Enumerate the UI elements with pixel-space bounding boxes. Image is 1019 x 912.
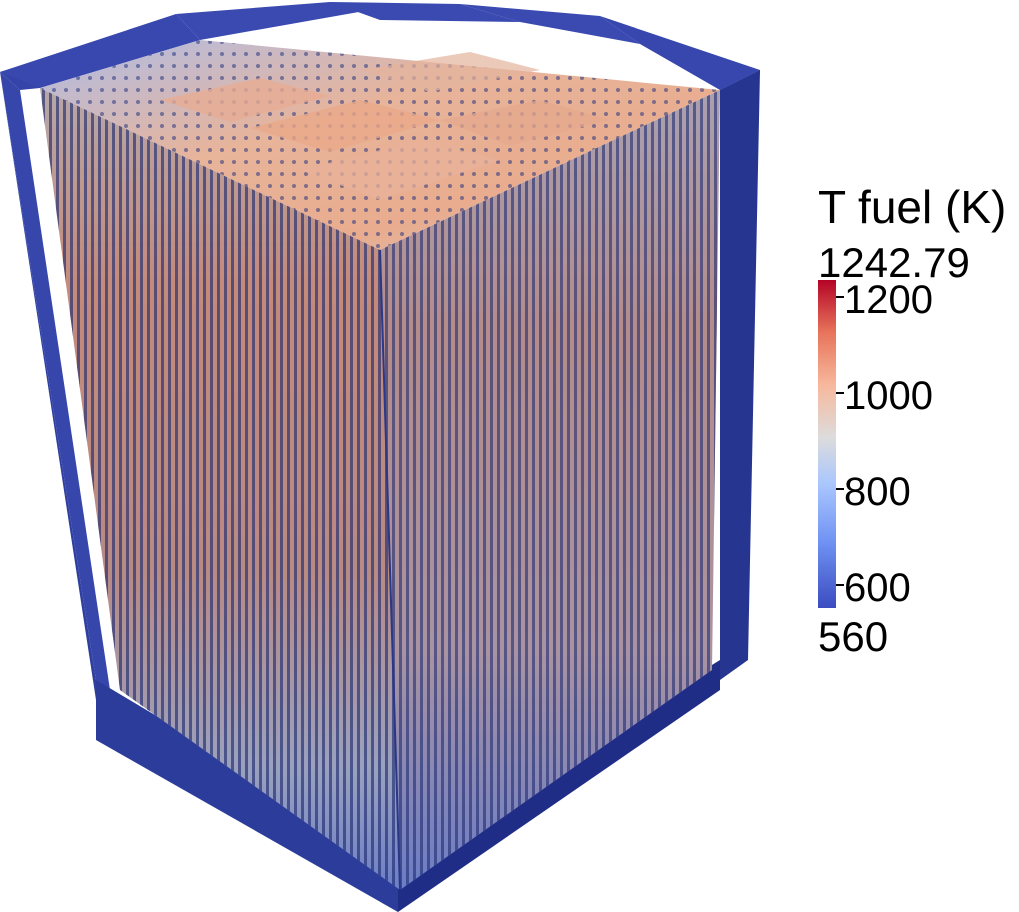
core-side-face	[380, 90, 720, 890]
tick-label: 1200	[844, 278, 933, 322]
colorbar	[818, 280, 836, 608]
tick-label: 1000	[844, 374, 933, 418]
tick-label: 800	[844, 470, 911, 514]
tick-mark	[836, 296, 844, 298]
tick-mark	[836, 584, 844, 586]
legend-title: T fuel (K)	[818, 181, 1007, 233]
reactor-housing	[0, 2, 760, 912]
color-legend: T fuel (K) 1242.79 1200 1000 800 600 560	[812, 180, 1019, 670]
tick-label: 600	[844, 566, 911, 610]
legend-min-label: 560	[818, 613, 889, 660]
core-top-face	[40, 40, 720, 250]
tick-mark	[836, 488, 844, 490]
tick-mark	[836, 392, 844, 394]
core-front-face	[40, 88, 400, 890]
core-edge	[379, 249, 401, 891]
legend-max-label: 1242.79	[818, 239, 970, 286]
